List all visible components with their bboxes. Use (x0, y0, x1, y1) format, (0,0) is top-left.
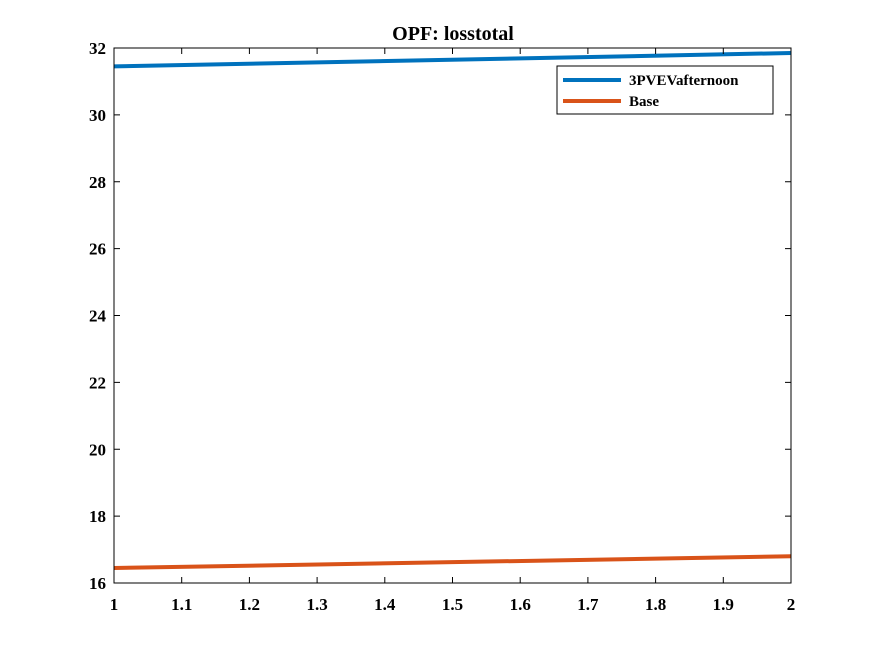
x-axis: 1 1.1 1.2 1.3 1.4 1.5 1.6 1.7 1.8 1.9 2 (110, 48, 796, 614)
x-tick-label: 2 (787, 595, 796, 614)
x-tick-label: 1.7 (577, 595, 599, 614)
legend-label: Base (629, 94, 659, 110)
y-tick-label: 30 (89, 106, 106, 125)
y-tick-label: 18 (89, 507, 106, 526)
y-tick-label: 24 (89, 307, 107, 326)
y-tick-label: 22 (89, 373, 106, 392)
x-tick-label: 1.5 (442, 595, 463, 614)
x-tick-label: 1.4 (374, 595, 396, 614)
x-tick-label: 1.6 (510, 595, 531, 614)
x-tick-label: 1.2 (239, 595, 260, 614)
y-tick-label: 26 (89, 240, 106, 259)
y-tick-label: 16 (89, 574, 106, 593)
legend[interactable]: 3PVEVafternoon Base (556, 65, 774, 115)
chart-title: OPF: losstotal (392, 23, 514, 45)
series-line-base (113, 554, 792, 570)
series-line-3pvevafternoon (113, 51, 792, 69)
x-tick-label: 1.3 (306, 595, 327, 614)
y-tick-label: 20 (89, 440, 106, 459)
y-tick-label: 32 (89, 39, 106, 58)
y-axis: 16 18 20 22 24 26 28 30 32 (89, 39, 791, 593)
legend-label: 3PVEVafternoon (629, 73, 739, 89)
y-tick-label: 28 (89, 173, 106, 192)
x-tick-label: 1.9 (713, 595, 734, 614)
x-tick-label: 1.1 (171, 595, 192, 614)
plot-area (114, 48, 791, 583)
legend-box (556, 65, 774, 115)
x-tick-label: 1.8 (645, 595, 666, 614)
x-tick-label: 1 (110, 595, 119, 614)
series-layer (113, 51, 792, 570)
